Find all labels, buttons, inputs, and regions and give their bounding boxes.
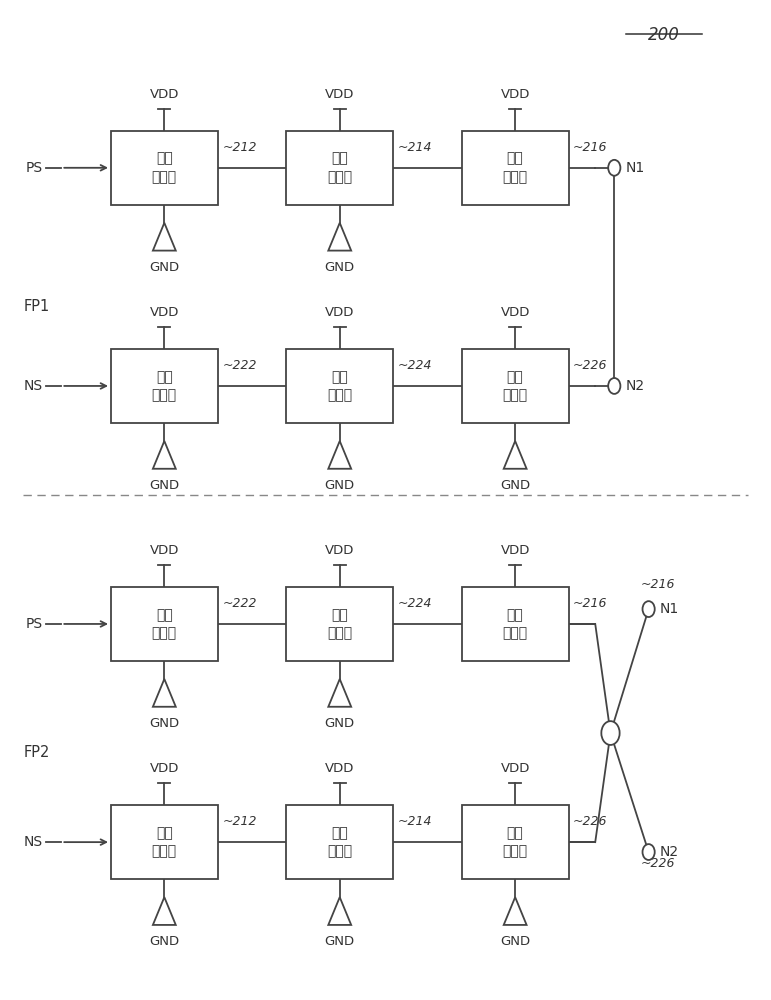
Text: ~224: ~224 <box>398 359 433 372</box>
Circle shape <box>642 601 655 617</box>
Text: ~216: ~216 <box>573 141 608 154</box>
Text: ~214: ~214 <box>398 815 433 828</box>
Text: 第一
增益级: 第一 增益级 <box>327 826 352 858</box>
Bar <box>111 131 217 205</box>
Text: PS: PS <box>25 617 42 631</box>
Text: ~212: ~212 <box>222 141 257 154</box>
Text: N1: N1 <box>660 602 679 616</box>
Text: ~216: ~216 <box>573 597 608 610</box>
Text: VDD: VDD <box>150 306 179 319</box>
Text: 第一
输入级: 第一 输入级 <box>152 152 177 184</box>
Bar <box>462 805 568 879</box>
Text: N2: N2 <box>626 379 645 393</box>
Text: GND: GND <box>325 261 355 274</box>
Bar <box>462 587 568 661</box>
Text: VDD: VDD <box>325 88 355 101</box>
Text: VDD: VDD <box>150 88 179 101</box>
Text: ~224: ~224 <box>398 597 433 610</box>
Bar <box>462 131 568 205</box>
Text: VDD: VDD <box>500 88 530 101</box>
Circle shape <box>601 721 620 745</box>
Text: 第二
增益级: 第二 增益级 <box>327 608 352 640</box>
Text: ~222: ~222 <box>222 597 257 610</box>
Text: PS: PS <box>25 161 42 175</box>
Text: GND: GND <box>325 479 355 492</box>
Text: ~212: ~212 <box>222 815 257 828</box>
Text: N2: N2 <box>660 845 679 859</box>
Text: GND: GND <box>150 717 180 730</box>
Text: ~216: ~216 <box>641 578 675 591</box>
Text: ~214: ~214 <box>398 141 433 154</box>
Text: NS: NS <box>23 835 42 849</box>
Circle shape <box>608 378 621 394</box>
Text: VDD: VDD <box>325 762 355 775</box>
Text: GND: GND <box>150 935 180 948</box>
Text: VDD: VDD <box>500 544 530 557</box>
Text: VDD: VDD <box>325 306 355 319</box>
Text: VDD: VDD <box>150 544 179 557</box>
Bar <box>111 587 217 661</box>
Text: VDD: VDD <box>150 762 179 775</box>
Text: 第二
输入级: 第二 输入级 <box>152 370 177 402</box>
Text: VDD: VDD <box>325 544 355 557</box>
Bar <box>286 587 393 661</box>
Text: VDD: VDD <box>500 762 530 775</box>
Text: FP2: FP2 <box>23 745 49 760</box>
Bar <box>286 131 393 205</box>
Text: 200: 200 <box>648 26 680 44</box>
Text: GND: GND <box>150 479 180 492</box>
Text: GND: GND <box>150 261 180 274</box>
Text: GND: GND <box>500 935 530 948</box>
Text: ~226: ~226 <box>573 815 608 828</box>
Text: GND: GND <box>325 717 355 730</box>
Text: 第二
增益级: 第二 增益级 <box>327 370 352 402</box>
Text: 第一
输入级: 第一 输入级 <box>152 826 177 858</box>
Text: ~226: ~226 <box>573 359 608 372</box>
Text: 第二
输出级: 第二 输出级 <box>503 370 527 402</box>
Bar <box>286 349 393 423</box>
Bar <box>111 805 217 879</box>
Text: 第二
输入级: 第二 输入级 <box>152 608 177 640</box>
Text: VDD: VDD <box>500 306 530 319</box>
Text: ~222: ~222 <box>222 359 257 372</box>
Text: 第二
输出级: 第二 输出级 <box>503 826 527 858</box>
Circle shape <box>608 160 621 176</box>
Circle shape <box>642 844 655 860</box>
Text: NS: NS <box>23 379 42 393</box>
Bar <box>286 805 393 879</box>
Text: 第一
输出级: 第一 输出级 <box>503 608 527 640</box>
Text: GND: GND <box>500 479 530 492</box>
Bar <box>462 349 568 423</box>
Bar <box>111 349 217 423</box>
Text: 第一
增益级: 第一 增益级 <box>327 152 352 184</box>
Text: ~226: ~226 <box>641 857 675 870</box>
Text: GND: GND <box>325 935 355 948</box>
Text: FP1: FP1 <box>23 299 49 314</box>
Text: N1: N1 <box>626 161 645 175</box>
Text: 第一
输出级: 第一 输出级 <box>503 152 527 184</box>
